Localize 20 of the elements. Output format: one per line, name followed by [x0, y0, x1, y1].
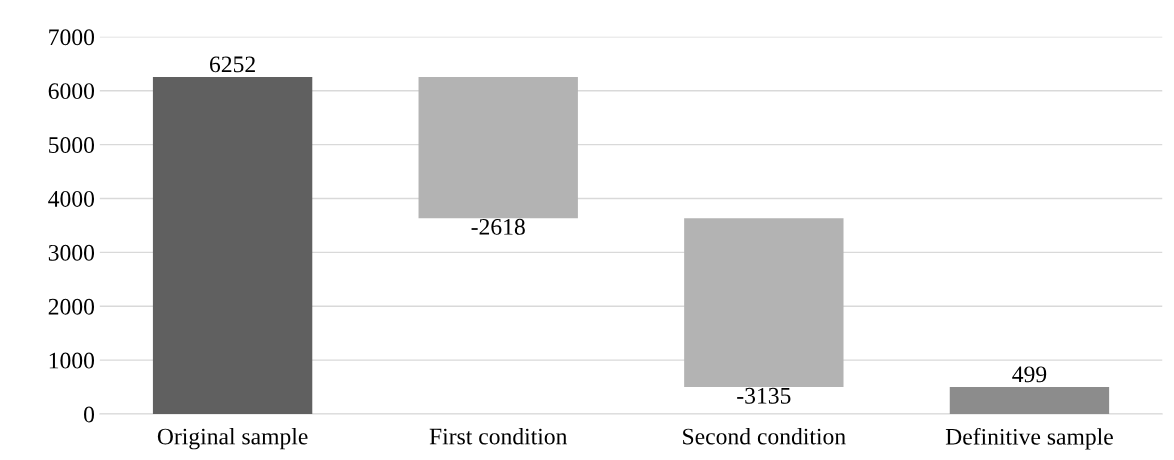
bar: [418, 77, 578, 219]
data-label: -3135: [737, 387, 791, 404]
y-tick-label: 0: [84, 406, 95, 423]
y-tick-label: 5000: [49, 137, 95, 153]
data-label: 6252: [210, 56, 255, 73]
bar: [684, 218, 844, 388]
y-tick-label: 6000: [48, 83, 95, 100]
y-tick-label: 1000: [49, 352, 95, 369]
x-tick-label: Second condition: [683, 427, 846, 445]
bar: [949, 387, 1110, 414]
data-label: 499: [1012, 366, 1047, 383]
x-tick-label: First condition: [429, 427, 568, 445]
x-tick-label: Original sample: [157, 427, 308, 450]
y-tick-label: 2000: [48, 298, 95, 315]
bar: [152, 77, 313, 414]
x-tick-label: Definitive sample: [945, 427, 1113, 450]
y-tick-label: 3000: [48, 244, 95, 261]
data-label: -2618: [471, 218, 525, 235]
y-tick-label: 4000: [48, 190, 95, 207]
y-tick-label: 7000: [49, 29, 95, 46]
